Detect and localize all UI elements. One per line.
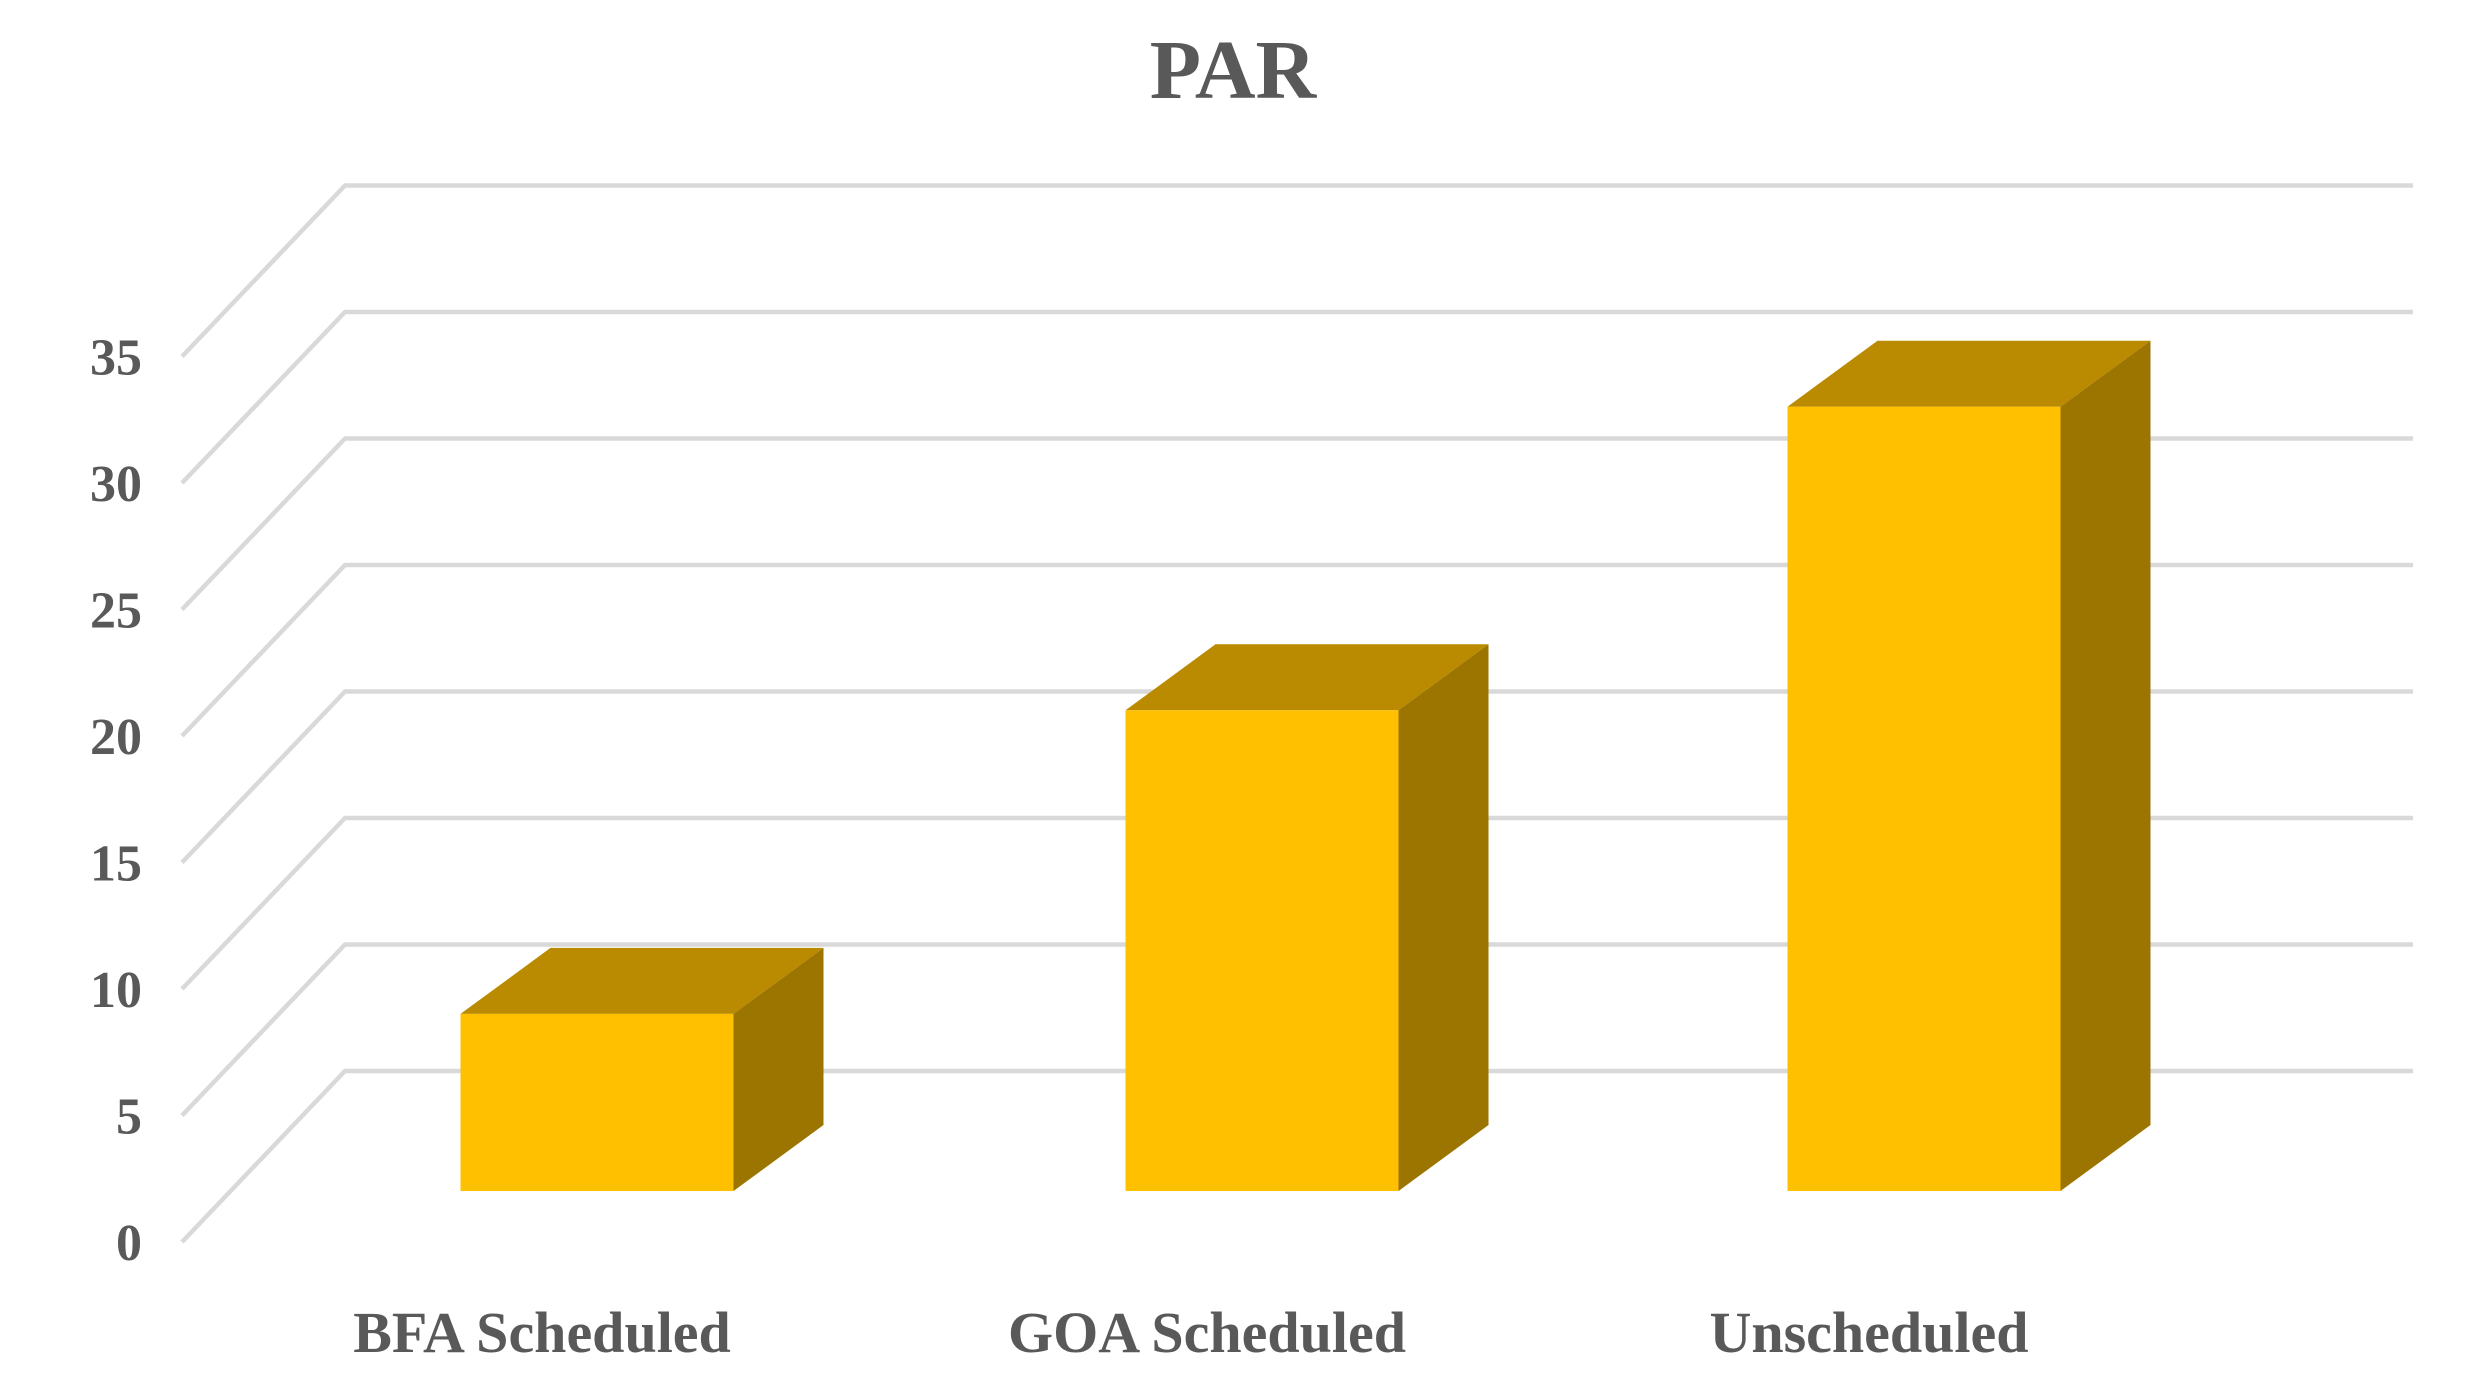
ytick-label-0: 0 [116, 1215, 142, 1272]
bar-bfa-scheduled [460, 947, 824, 1191]
axis-label-layer: 0 5 10 15 20 25 30 35 BFA Scheduled GOA Scheduled… [90, 330, 2029, 1366]
gridline-20 [180, 562, 2413, 738]
ytick-label-15: 15 [90, 836, 142, 893]
gridline-15 [180, 689, 2413, 865]
gridline-0 [180, 1068, 2413, 1244]
bar-unscheduled [1787, 340, 2151, 1191]
bar-unscheduled-side-face [2060, 340, 2151, 1191]
bar-unscheduled-front-face [1787, 406, 2061, 1191]
ytick-label-30: 30 [90, 456, 142, 513]
gridline-layer [180, 183, 2413, 1244]
ytick-label-25: 25 [90, 583, 142, 640]
bar-bfa-scheduled-side-face [733, 947, 824, 1191]
bar-layer [460, 340, 2151, 1191]
bar-bfa-scheduled-top-face [460, 947, 824, 1014]
ytick-label-35: 35 [90, 330, 142, 387]
category-label-bfa-scheduled: BFA Scheduled [353, 1300, 731, 1365]
gridline-35 [180, 183, 2413, 359]
gridline-5 [180, 942, 2413, 1118]
bar-goa-scheduled [1125, 644, 1489, 1191]
ytick-label-10: 10 [90, 962, 142, 1019]
bar-goa-scheduled-side-face [1398, 644, 1489, 1191]
category-label-unscheduled: Unscheduled [1709, 1300, 2028, 1365]
bar-goa-scheduled-top-face [1125, 644, 1489, 711]
bar-bfa-scheduled-front-face [460, 1013, 734, 1191]
chart-title: PAR [1150, 24, 1318, 117]
gridline-25 [180, 436, 2413, 612]
ytick-label-5: 5 [116, 1089, 142, 1146]
ytick-label-20: 20 [90, 709, 142, 766]
category-label-goa-scheduled: GOA Scheduled [1008, 1300, 1406, 1365]
bar-goa-scheduled-front-face [1125, 710, 1399, 1191]
gridline-10 [180, 815, 2413, 991]
gridline-30 [180, 309, 2413, 485]
bar-unscheduled-top-face [1787, 340, 2151, 407]
